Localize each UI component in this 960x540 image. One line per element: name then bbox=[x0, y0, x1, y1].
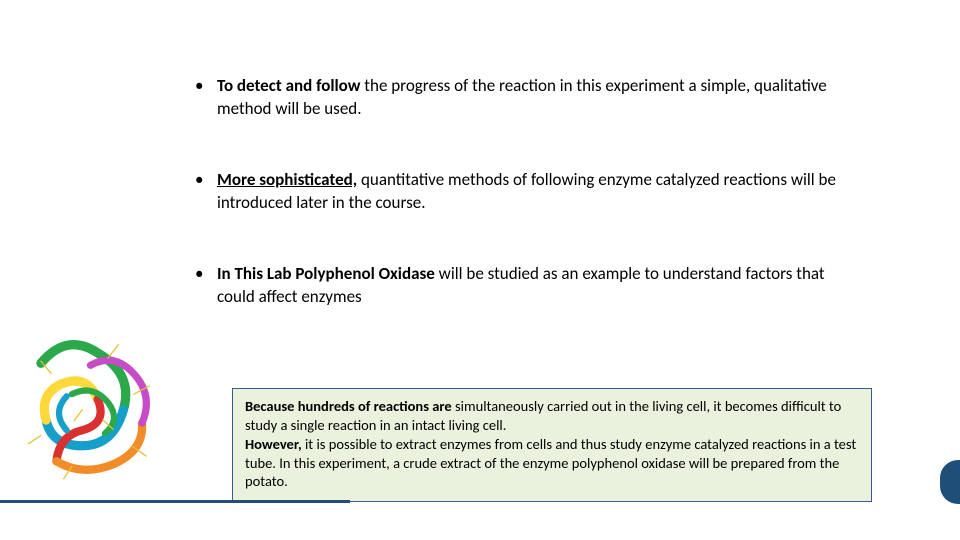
corner-accent bbox=[940, 460, 960, 504]
bullet-item: • More sophisticated, quantitative metho… bbox=[195, 169, 865, 215]
bullet-lead: In This Lab Polyphenol Oxidase bbox=[217, 263, 435, 284]
infobox-lead-2: However, bbox=[245, 435, 302, 453]
bullet-lead: To detect and follow bbox=[217, 75, 360, 96]
bullet-item: • To detect and follow the progress of t… bbox=[195, 75, 865, 121]
bullet-dot: • bbox=[195, 263, 217, 309]
bullet-list: • To detect and follow the progress of t… bbox=[195, 75, 865, 309]
info-box: Because hundreds of reactions are simult… bbox=[232, 388, 872, 502]
bullet-item: • In This Lab Polyphenol Oxidase will be… bbox=[195, 263, 865, 309]
infobox-rest-2: it is possible to extract enzymes from c… bbox=[245, 435, 856, 491]
bullet-dot: • bbox=[195, 75, 217, 121]
bullet-text: In This Lab Polyphenol Oxidase will be s… bbox=[217, 263, 865, 309]
bullet-text: More sophisticated, quantitative methods… bbox=[217, 169, 865, 215]
protein-structure-image bbox=[10, 322, 175, 487]
bullet-text: To detect and follow the progress of the… bbox=[217, 75, 865, 121]
footer-rule bbox=[0, 500, 350, 503]
infobox-lead-1: Because hundreds of reactions are bbox=[245, 397, 452, 415]
bullet-dot: • bbox=[195, 169, 217, 215]
bullet-lead: More sophisticated, bbox=[217, 169, 357, 190]
